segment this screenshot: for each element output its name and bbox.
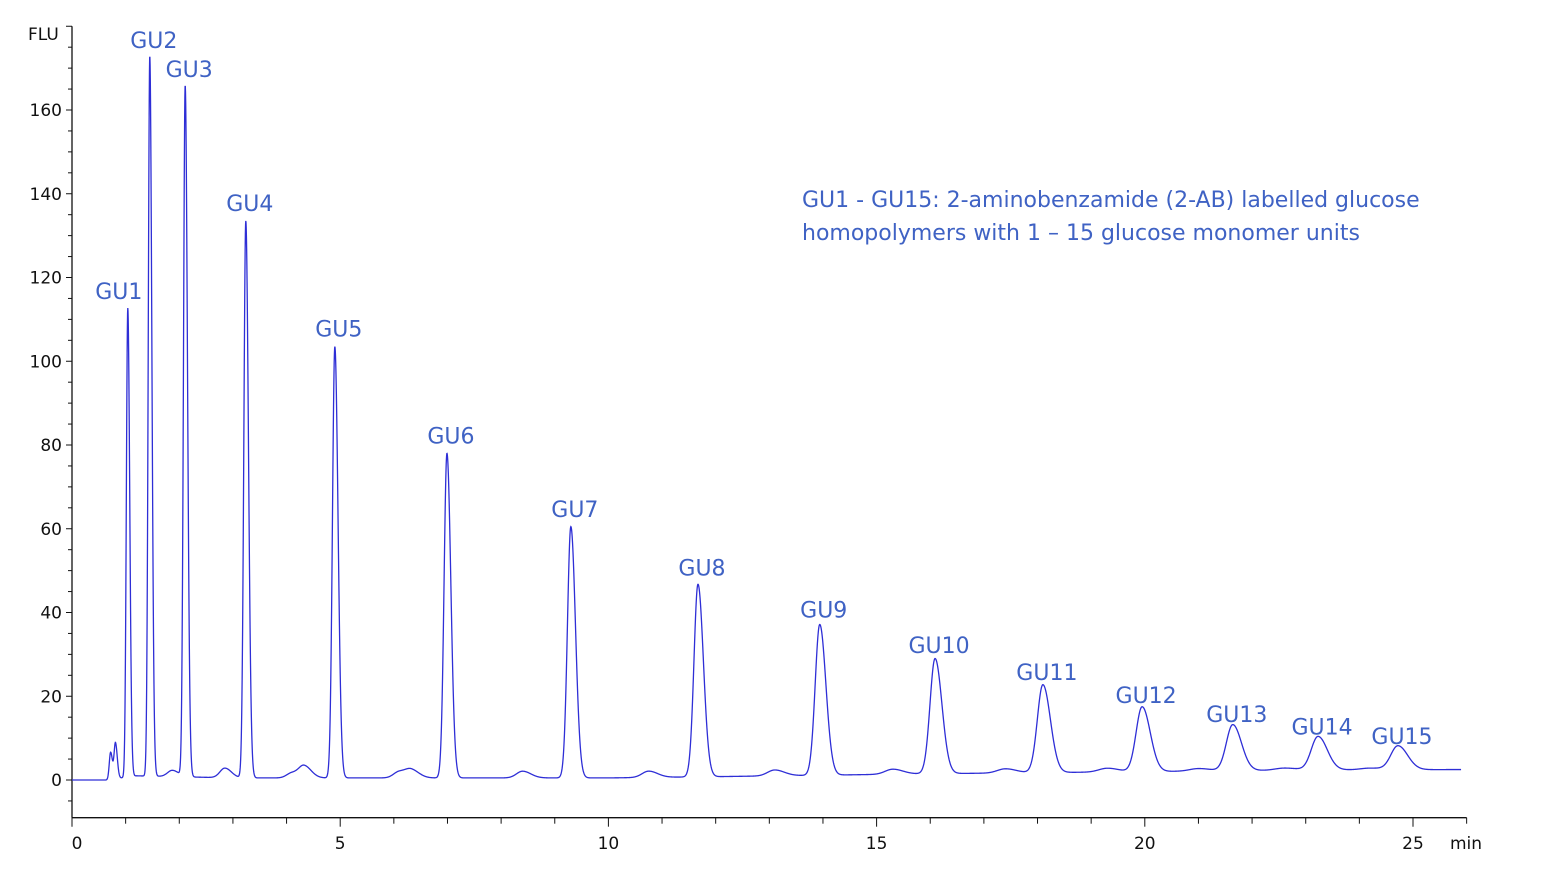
x-tick-label: 5 — [335, 834, 346, 854]
peak-label-gu10: GU10 — [908, 634, 969, 659]
peak-label-gu13: GU13 — [1206, 703, 1267, 728]
y-tick-label: 80 — [40, 436, 62, 456]
peak-label-gu7: GU7 — [551, 498, 598, 523]
peak-label-gu4: GU4 — [226, 192, 273, 217]
x-axis-label: min — [1450, 834, 1482, 854]
peak-label-gu2: GU2 — [130, 29, 177, 54]
y-tick-label: 120 — [30, 269, 62, 289]
y-tick-label: 100 — [30, 352, 62, 372]
x-tick-label: 0 — [72, 834, 83, 854]
y-tick-label: 0 — [51, 771, 62, 791]
peak-label-gu15: GU15 — [1371, 725, 1432, 750]
peak-labels: GU1 GU2 GU3 GU4 GU5 GU6 GU7 GU8 GU9 GU10 GU11 GU12 G… — [95, 29, 1432, 750]
y-tick-label: 140 — [30, 185, 62, 205]
y-tick-label: 60 — [40, 520, 62, 540]
chromatogram-trace — [72, 56, 1462, 781]
x-tick-label: 20 — [1134, 834, 1156, 854]
y-tick-label: 160 — [30, 101, 62, 121]
axes: 0 20 40 60 80 100 120 140 160 0 5 10 15 20 25 — [30, 25, 1468, 854]
y-tick-label: 40 — [40, 604, 62, 624]
peak-label-gu14: GU14 — [1291, 716, 1352, 741]
peak-label-gu3: GU3 — [166, 58, 213, 83]
peak-label-gu1: GU1 — [95, 280, 142, 305]
y-tick-label: 20 — [40, 687, 62, 707]
peak-label-gu11: GU11 — [1016, 661, 1077, 686]
annotation-line-1: GU1 - GU15: 2-aminobenzamide (2-AB) labe… — [802, 188, 1420, 213]
peak-label-gu12: GU12 — [1116, 684, 1177, 709]
x-tick-label: 10 — [598, 834, 620, 854]
peak-label-gu6: GU6 — [427, 424, 474, 449]
x-tick-label: 25 — [1402, 834, 1424, 854]
x-tick-label: 15 — [866, 834, 888, 854]
y-axis-label: FLU — [28, 25, 59, 45]
annotation-line-2: homopolymers with 1 – 15 glucose monomer… — [802, 221, 1360, 246]
peak-label-gu9: GU9 — [800, 598, 847, 623]
peak-label-gu5: GU5 — [315, 318, 362, 343]
annotation-text: GU1 - GU15: 2-aminobenzamide (2-AB) labe… — [802, 184, 1420, 250]
peak-label-gu8: GU8 — [678, 556, 725, 581]
